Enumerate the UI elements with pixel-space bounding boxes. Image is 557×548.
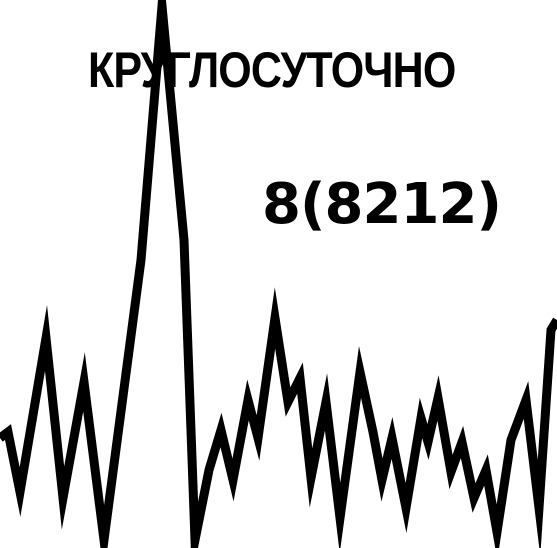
phone-number-prefix: 8(8212) [262,172,502,237]
headline-text: КРУГЛОСУТОЧНО [88,42,456,98]
